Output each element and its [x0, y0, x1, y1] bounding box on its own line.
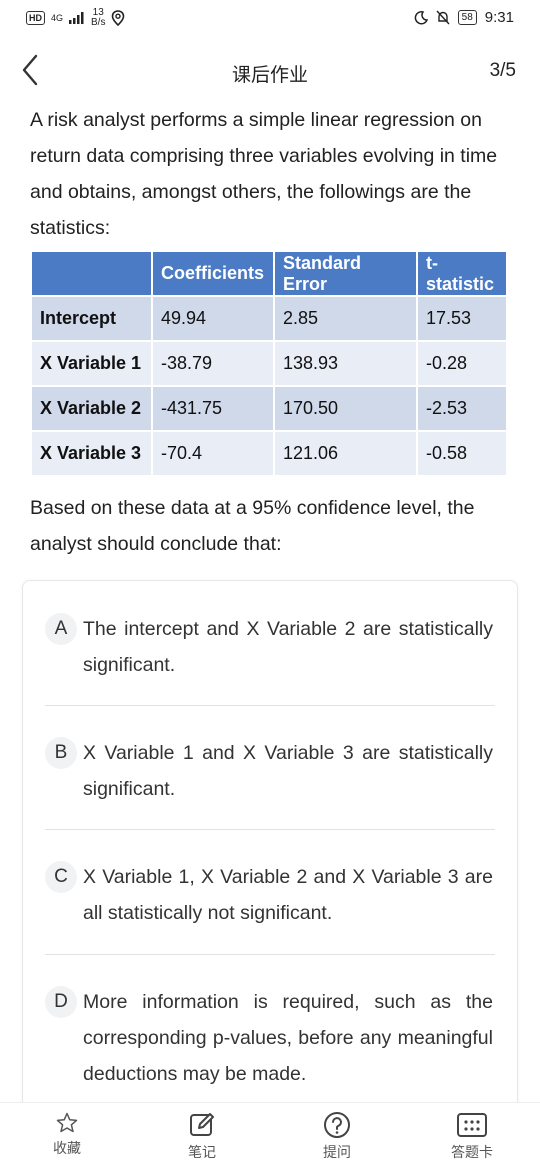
table-cell: X Variable 3 — [30, 430, 153, 477]
question-icon — [324, 1112, 350, 1138]
table-cell: -2.53 — [416, 385, 508, 432]
question-content[interactable]: A risk analyst performs a simple linear … — [0, 102, 540, 1102]
question-counter: 3/5 — [489, 60, 516, 81]
table-header: t-statistic — [416, 250, 508, 297]
table-cell: Intercept — [30, 295, 153, 342]
clock: 9:31 — [484, 9, 514, 26]
option-letter: C — [45, 861, 77, 893]
moon-icon — [414, 10, 428, 24]
divider — [45, 829, 495, 830]
speed-unit: B/s — [91, 17, 106, 28]
question-intro: A risk analyst performs a simple linear … — [30, 109, 498, 239]
option-text: More information is required, such as th… — [83, 991, 493, 1085]
option-text: X Variable 1, X Variable 2 and X Variabl… — [83, 866, 493, 924]
bottom-tab-bar: 收藏 笔记 提问 答题卡 — [0, 1102, 540, 1171]
tab-favorite[interactable]: 收藏 — [17, 1111, 117, 1158]
table-cell: 170.50 — [273, 385, 418, 432]
option-text: X Variable 1 and X Variable 3 are statis… — [83, 742, 493, 800]
signal-icon — [69, 12, 84, 24]
page-title: 课后作业 — [231, 65, 308, 86]
status-bar: HD 4G 13 B/s 58 9:31 — [0, 0, 540, 36]
note-edit-icon — [190, 1113, 214, 1136]
table-cell: X Variable 1 — [30, 340, 153, 387]
tab-answer-card[interactable]: 答题卡 — [422, 1111, 522, 1162]
table-cell: 2.85 — [273, 295, 418, 342]
table-row: X Variable 3 -70.4 121.06 -0.58 — [30, 430, 508, 477]
location-icon — [112, 10, 125, 26]
chevron-left-icon — [22, 54, 38, 86]
tab-label: 笔记 — [188, 1144, 216, 1160]
battery-icon: 58 — [457, 10, 477, 25]
table-cell: 49.94 — [151, 295, 275, 342]
table-cell: -38.79 — [151, 340, 275, 387]
nav-bar: 课后作业 3/5 — [0, 40, 540, 102]
table-cell: -0.58 — [416, 430, 508, 477]
tab-label: 提问 — [323, 1144, 351, 1160]
answer-options: A The intercept and X Variable 2 are sta… — [22, 580, 518, 1102]
speed-value: 13 — [92, 7, 104, 18]
table-header — [30, 250, 153, 297]
tab-label: 收藏 — [53, 1140, 81, 1156]
table-cell: 17.53 — [416, 295, 508, 342]
hd-badge: HD — [26, 11, 45, 25]
divider — [45, 705, 495, 706]
table-row: X Variable 1 -38.79 138.93 -0.28 — [30, 340, 508, 387]
option-letter: A — [45, 613, 77, 645]
tab-ask[interactable]: 提问 — [287, 1111, 387, 1162]
table-cell: -431.75 — [151, 385, 275, 432]
table-row: X Variable 2 -431.75 170.50 -2.53 — [30, 385, 508, 432]
table-cell: -0.28 — [416, 340, 508, 387]
table-cell: -70.4 — [151, 430, 275, 477]
answer-card-icon — [457, 1113, 487, 1137]
network-type: 4G — [51, 12, 64, 23]
statistics-table: Coefficients Standard Error t-statistic … — [30, 250, 508, 477]
network-speed: 13 B/s — [91, 8, 105, 28]
table-cell: 138.93 — [273, 340, 418, 387]
table-row: Intercept 49.94 2.85 17.53 — [30, 295, 508, 342]
back-button[interactable] — [14, 52, 50, 88]
star-icon — [56, 1112, 78, 1133]
question-prompt: Based on these data at a 95% confidence … — [30, 497, 475, 555]
mute-bell-icon — [436, 10, 450, 25]
tab-label: 答题卡 — [451, 1144, 493, 1160]
table-header: Standard Error — [273, 250, 418, 297]
option-letter: D — [45, 986, 77, 1018]
table-cell: 121.06 — [273, 430, 418, 477]
table-header-row: Coefficients Standard Error t-statistic — [30, 250, 508, 297]
table-header: Coefficients — [151, 250, 275, 297]
option-letter: B — [45, 737, 77, 769]
divider — [45, 954, 495, 955]
table-cell: X Variable 2 — [30, 385, 153, 432]
option-text: The intercept and X Variable 2 are stati… — [83, 618, 493, 676]
tab-notes[interactable]: 笔记 — [152, 1111, 252, 1162]
